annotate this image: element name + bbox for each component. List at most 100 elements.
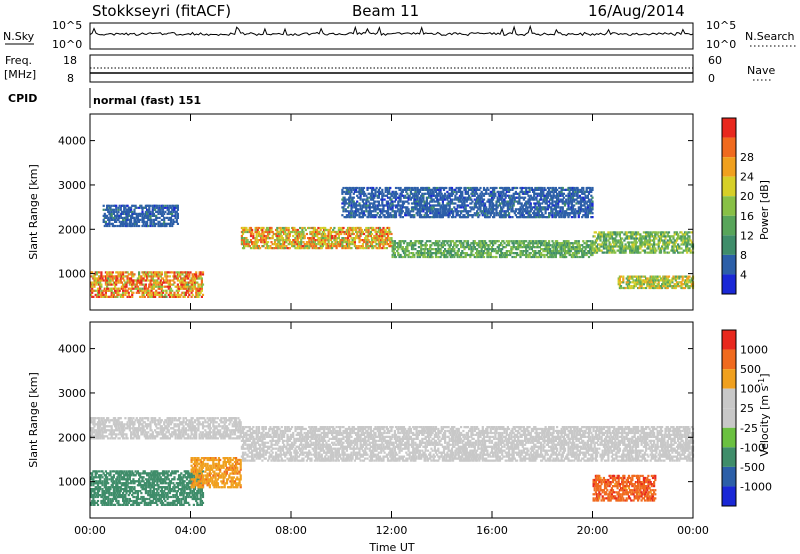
cell <box>414 248 417 251</box>
cell <box>373 208 376 211</box>
cell <box>173 220 176 223</box>
cell <box>382 208 385 211</box>
cell <box>296 241 299 244</box>
cell <box>131 273 134 276</box>
cell <box>514 208 517 211</box>
cell <box>643 243 647 246</box>
cell <box>669 241 672 244</box>
cell <box>126 277 129 280</box>
cell <box>160 212 163 215</box>
cell <box>465 212 468 215</box>
cell <box>471 214 474 217</box>
cell <box>293 245 296 248</box>
cell <box>164 279 167 282</box>
cell <box>397 202 400 205</box>
cell <box>152 206 155 209</box>
cell <box>424 204 427 207</box>
cell <box>296 239 299 242</box>
cell <box>391 206 394 209</box>
cell <box>690 277 693 280</box>
cell <box>566 252 569 255</box>
cell <box>445 253 448 257</box>
cell <box>253 247 256 250</box>
cell <box>487 198 490 201</box>
cell <box>519 216 522 219</box>
cell <box>389 208 392 211</box>
cell <box>479 246 482 249</box>
cell <box>682 233 685 236</box>
cell <box>165 295 168 298</box>
cell <box>296 228 299 232</box>
cell <box>355 228 358 232</box>
cell <box>181 271 184 274</box>
cell <box>461 204 464 207</box>
cell <box>560 250 563 253</box>
cell <box>503 198 506 201</box>
cell <box>276 228 279 232</box>
cell <box>468 188 471 191</box>
cell <box>641 281 644 284</box>
cell <box>373 196 376 199</box>
cell <box>392 242 395 245</box>
cell <box>528 188 531 191</box>
cell <box>653 283 656 286</box>
cell <box>429 210 432 213</box>
cell <box>493 208 496 211</box>
cell <box>158 291 161 294</box>
cell <box>399 246 402 249</box>
cell <box>681 279 684 282</box>
cell <box>497 246 500 249</box>
cell <box>386 234 390 238</box>
cell <box>497 192 500 195</box>
cell <box>164 210 167 213</box>
cell <box>321 226 324 230</box>
cell <box>188 275 191 278</box>
cell <box>328 228 331 232</box>
cell <box>519 208 522 211</box>
cell <box>200 295 203 298</box>
cell <box>463 208 466 211</box>
cell <box>294 241 297 244</box>
cell <box>151 214 154 217</box>
cell <box>191 287 194 290</box>
cell <box>629 235 632 238</box>
cell <box>520 186 523 190</box>
cell <box>277 232 280 236</box>
cell <box>479 210 482 213</box>
cell <box>123 204 126 207</box>
cell <box>686 237 689 240</box>
cell <box>199 287 202 290</box>
cell <box>347 206 350 209</box>
cell <box>637 233 640 236</box>
cell <box>324 239 327 242</box>
cell <box>344 247 347 250</box>
cell <box>144 285 147 288</box>
cell <box>402 206 406 209</box>
cell <box>613 237 616 240</box>
cell <box>396 192 399 195</box>
cell <box>479 240 482 243</box>
cell <box>447 216 450 219</box>
cell <box>288 243 291 246</box>
cell <box>327 230 330 234</box>
cell <box>489 200 492 203</box>
cell <box>666 251 669 254</box>
cell <box>449 200 452 203</box>
cell <box>144 206 147 209</box>
cell <box>381 202 384 205</box>
cell <box>528 253 531 257</box>
cell <box>195 291 198 294</box>
cell <box>463 246 466 249</box>
cell <box>401 204 404 207</box>
cell <box>445 240 448 243</box>
cell <box>350 188 353 191</box>
cell <box>331 241 334 244</box>
cell <box>446 214 449 217</box>
cell <box>481 242 484 245</box>
cell <box>479 198 482 201</box>
cell <box>599 239 602 242</box>
cell <box>376 239 379 242</box>
cell <box>589 240 592 243</box>
cell <box>103 216 106 219</box>
cell <box>650 279 653 282</box>
